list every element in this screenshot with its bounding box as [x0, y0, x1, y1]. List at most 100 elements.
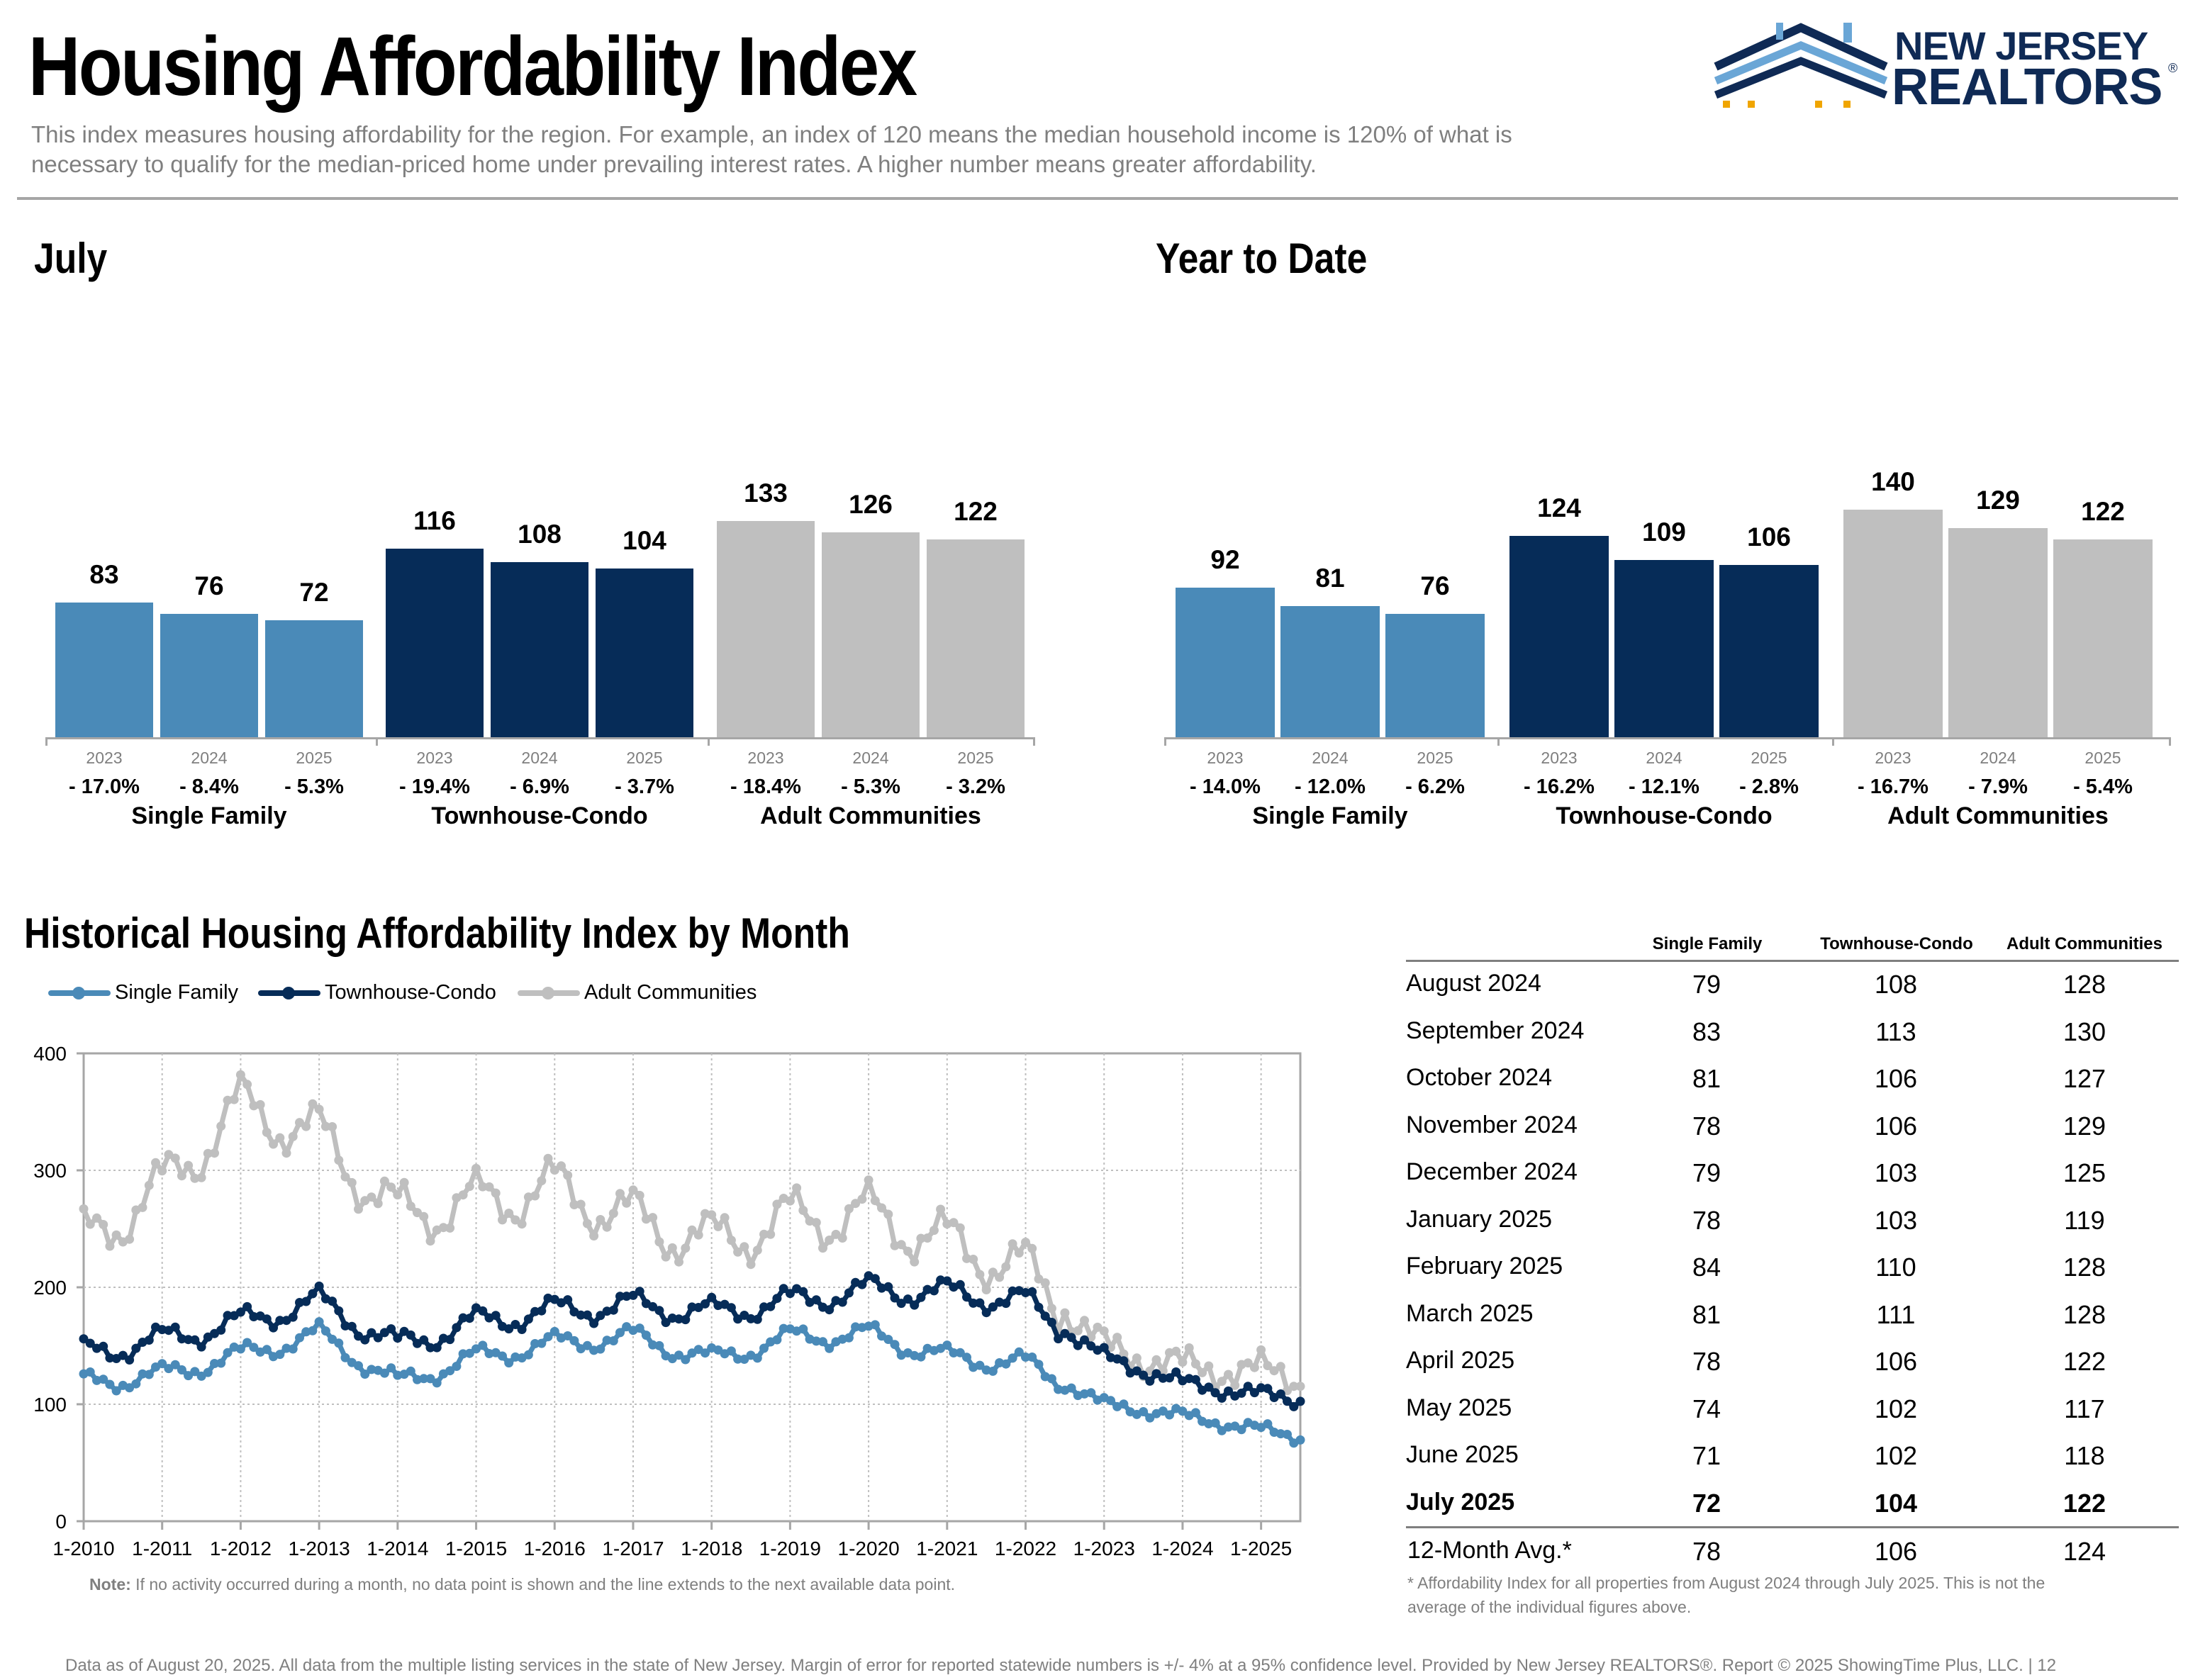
series-point-single-family — [563, 1331, 573, 1340]
series-point-adult-communities — [1198, 1367, 1207, 1377]
series-point-adult-communities — [772, 1199, 782, 1209]
ytd-chart-group-label-townhouse-condo: Townhouse-Condo — [1556, 802, 1773, 829]
series-point-adult-communities — [922, 1233, 932, 1243]
series-point-single-family — [235, 1344, 245, 1354]
subtitle-line-2: necessary to qualify for the median-pric… — [31, 151, 1317, 177]
series-point-townhouse-condo — [1243, 1382, 1253, 1391]
series-point-townhouse-condo — [170, 1322, 180, 1332]
series-point-townhouse-condo — [360, 1335, 370, 1345]
series-point-townhouse-condo — [216, 1325, 226, 1335]
series-point-single-family — [1145, 1413, 1155, 1423]
series-point-townhouse-condo — [916, 1292, 926, 1302]
series-point-single-family — [674, 1350, 683, 1360]
avg-label: 12-Month Avg.* — [1407, 1537, 1572, 1564]
series-point-adult-communities — [929, 1226, 939, 1236]
series-point-adult-communities — [1014, 1248, 1024, 1258]
x-tick-label: 1-2021 — [916, 1538, 978, 1559]
series-point-single-family — [825, 1343, 835, 1353]
series-point-adult-communities — [170, 1153, 180, 1163]
series-point-townhouse-condo — [701, 1299, 710, 1309]
series-point-adult-communities — [367, 1192, 376, 1202]
table-cell-tc: 103 — [1874, 1158, 1918, 1187]
series-point-townhouse-condo — [386, 1324, 396, 1334]
y-tick-label: 200 — [33, 1277, 67, 1299]
series-point-adult-communities — [687, 1225, 697, 1235]
series-point-adult-communities — [635, 1190, 644, 1200]
series-point-townhouse-condo — [759, 1302, 769, 1312]
series-point-single-family — [288, 1344, 298, 1354]
x-tick-label: 1-2010 — [52, 1538, 114, 1559]
ytd-chart-year-adult-communities-2024: 2024 — [1980, 749, 2016, 767]
series-point-adult-communities — [504, 1209, 514, 1218]
series-point-townhouse-condo — [1073, 1340, 1083, 1350]
logo-house-icon — [1714, 23, 1888, 108]
series-point-townhouse-condo — [576, 1310, 586, 1320]
series-point-single-family — [406, 1366, 415, 1376]
series-point-townhouse-condo — [608, 1305, 618, 1315]
series-point-single-family — [105, 1379, 115, 1389]
historical-line-chart: 0 100 200 300 400 1-2010 1-2011 1-2012 1-2013 1-2… — [33, 1043, 1305, 1559]
series-point-adult-communities — [491, 1188, 501, 1198]
series-point-townhouse-condo — [118, 1350, 128, 1360]
series-point-adult-communities — [681, 1243, 691, 1253]
ytd-chart-change-adult-communities-2024: - 7.9% — [1968, 775, 2028, 798]
series-point-townhouse-condo — [235, 1307, 245, 1317]
series-point-townhouse-condo — [798, 1287, 808, 1297]
series-point-adult-communities — [210, 1148, 219, 1158]
x-tick-label: 1-2022 — [995, 1538, 1056, 1559]
series-point-single-family — [537, 1338, 547, 1348]
series-point-single-family — [203, 1367, 213, 1377]
series-point-adult-communities — [498, 1215, 507, 1225]
series-point-townhouse-condo — [425, 1343, 435, 1353]
series-point-townhouse-condo — [517, 1325, 527, 1334]
series-point-adult-communities — [563, 1170, 573, 1180]
series-point-single-family — [1237, 1425, 1246, 1435]
y-tick-label: 400 — [33, 1043, 67, 1065]
series-point-single-family — [1027, 1353, 1037, 1362]
series-point-single-family — [582, 1340, 592, 1350]
x-tick-label: 1-2017 — [602, 1538, 664, 1559]
series-point-adult-communities — [1243, 1358, 1253, 1368]
x-tick-label: 1-2019 — [759, 1538, 821, 1559]
series-point-townhouse-condo — [661, 1318, 671, 1328]
x-tick-label: 1-2025 — [1230, 1538, 1292, 1559]
july-chart-value-townhouse-condo-2024: 108 — [518, 519, 562, 549]
series-point-adult-communities — [1080, 1316, 1089, 1326]
table-avg-rule — [1406, 1526, 2179, 1528]
series-point-adult-communities — [1256, 1345, 1266, 1355]
series-point-single-family — [111, 1386, 121, 1396]
series-point-adult-communities — [347, 1177, 357, 1187]
series-point-townhouse-condo — [890, 1293, 900, 1303]
series-point-townhouse-condo — [766, 1301, 776, 1311]
july-chart-change-adult-communities-2024: - 5.3% — [841, 775, 900, 798]
table-cell-tc: 104 — [1874, 1488, 1918, 1518]
series-point-adult-communities — [549, 1165, 559, 1175]
series-point-adult-communities — [517, 1219, 527, 1229]
ytd-chart-value-townhouse-condo-2025: 106 — [1747, 522, 1791, 552]
series-point-townhouse-condo — [811, 1295, 821, 1305]
series-point-single-family — [419, 1374, 429, 1384]
ytd-chart-year-single-family-2025: 2025 — [1417, 749, 1453, 767]
ytd-section-title: Year to Date — [1156, 235, 1368, 282]
series-point-adult-communities — [667, 1243, 677, 1253]
logo-text-line2: REALTORS — [1892, 59, 2162, 116]
series-point-townhouse-condo — [1008, 1286, 1017, 1296]
series-point-townhouse-condo — [929, 1286, 939, 1296]
series-point-townhouse-condo — [464, 1314, 474, 1323]
series-point-adult-communities — [1060, 1308, 1070, 1318]
series-point-townhouse-condo — [196, 1342, 206, 1352]
series-point-adult-communities — [203, 1148, 213, 1158]
series-point-adult-communities — [896, 1240, 906, 1250]
series-point-adult-communities — [393, 1190, 403, 1200]
july-chart-group-label-townhouse-condo: Townhouse-Condo — [431, 802, 648, 829]
legend-adult-communities: Adult Communities — [518, 981, 757, 1004]
series-point-townhouse-condo — [190, 1335, 200, 1345]
series-point-adult-communities — [399, 1177, 409, 1187]
series-point-adult-communities — [693, 1230, 703, 1240]
series-point-single-family — [752, 1353, 762, 1363]
table-header-single-family: Single Family — [1652, 934, 1763, 953]
series-point-single-family — [1021, 1353, 1030, 1362]
series-point-townhouse-condo — [1249, 1388, 1259, 1398]
table-cell-ac: 119 — [2064, 1205, 2105, 1235]
table-cell-tc: 113 — [1875, 1017, 1916, 1046]
